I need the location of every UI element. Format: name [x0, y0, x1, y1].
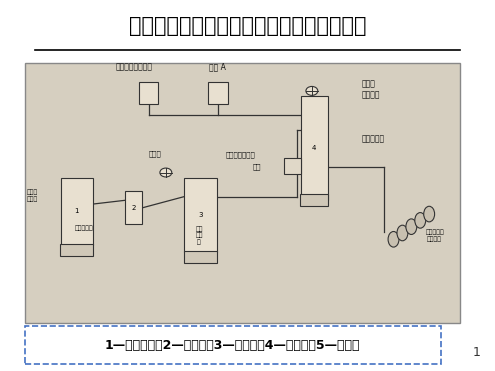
Ellipse shape [415, 213, 426, 228]
FancyBboxPatch shape [125, 191, 143, 224]
Text: 1: 1 [472, 346, 480, 359]
Text: 1: 1 [74, 209, 79, 214]
FancyBboxPatch shape [60, 244, 93, 256]
Text: 熔融态环氧树脂: 熔融态环氧树脂 [225, 152, 255, 158]
Text: 低分子量环氧树脂: 低分子量环氧树脂 [115, 62, 152, 71]
Text: 2: 2 [132, 205, 136, 211]
FancyBboxPatch shape [25, 326, 441, 364]
Ellipse shape [397, 225, 408, 241]
FancyBboxPatch shape [184, 251, 217, 263]
Text: 冷却水: 冷却水 [148, 151, 161, 157]
Text: 加热
用蒸
汽: 加热 用蒸 汽 [195, 226, 203, 245]
Text: 溶剂: 溶剂 [252, 163, 261, 170]
Circle shape [306, 86, 318, 95]
FancyBboxPatch shape [208, 82, 228, 104]
Text: 加热用蒸汽: 加热用蒸汽 [75, 225, 94, 231]
FancyBboxPatch shape [284, 158, 301, 174]
FancyBboxPatch shape [300, 194, 328, 206]
Text: 化学药品: 化学药品 [361, 90, 380, 99]
Ellipse shape [406, 219, 417, 234]
Text: 冷却水: 冷却水 [361, 79, 375, 88]
Text: 加热用热媒: 加热用热媒 [361, 135, 385, 144]
Text: 1—溶液贮罐；2—过滤器；3—溶解槽；4—反应釜；5—薄片器: 1—溶液贮罐；2—过滤器；3—溶解槽；4—反应釜；5—薄片器 [105, 338, 360, 352]
Text: 环氧树
脂溶液: 环氧树 脂溶液 [27, 190, 38, 202]
FancyBboxPatch shape [25, 63, 460, 323]
Text: 双酚 A: 双酚 A [209, 62, 226, 71]
Circle shape [160, 168, 172, 177]
FancyBboxPatch shape [301, 96, 328, 200]
Ellipse shape [424, 206, 435, 222]
Text: 3: 3 [198, 212, 203, 218]
Text: 中高分子量
环氧树脂: 中高分子量 环氧树脂 [425, 230, 444, 242]
Text: 4: 4 [312, 145, 316, 151]
FancyBboxPatch shape [139, 82, 158, 104]
Ellipse shape [388, 232, 399, 247]
FancyBboxPatch shape [185, 178, 217, 252]
FancyBboxPatch shape [60, 178, 93, 245]
Text: 二步法中、高分子量环氧树脂制造工艺流程: 二步法中、高分子量环氧树脂制造工艺流程 [129, 16, 366, 36]
